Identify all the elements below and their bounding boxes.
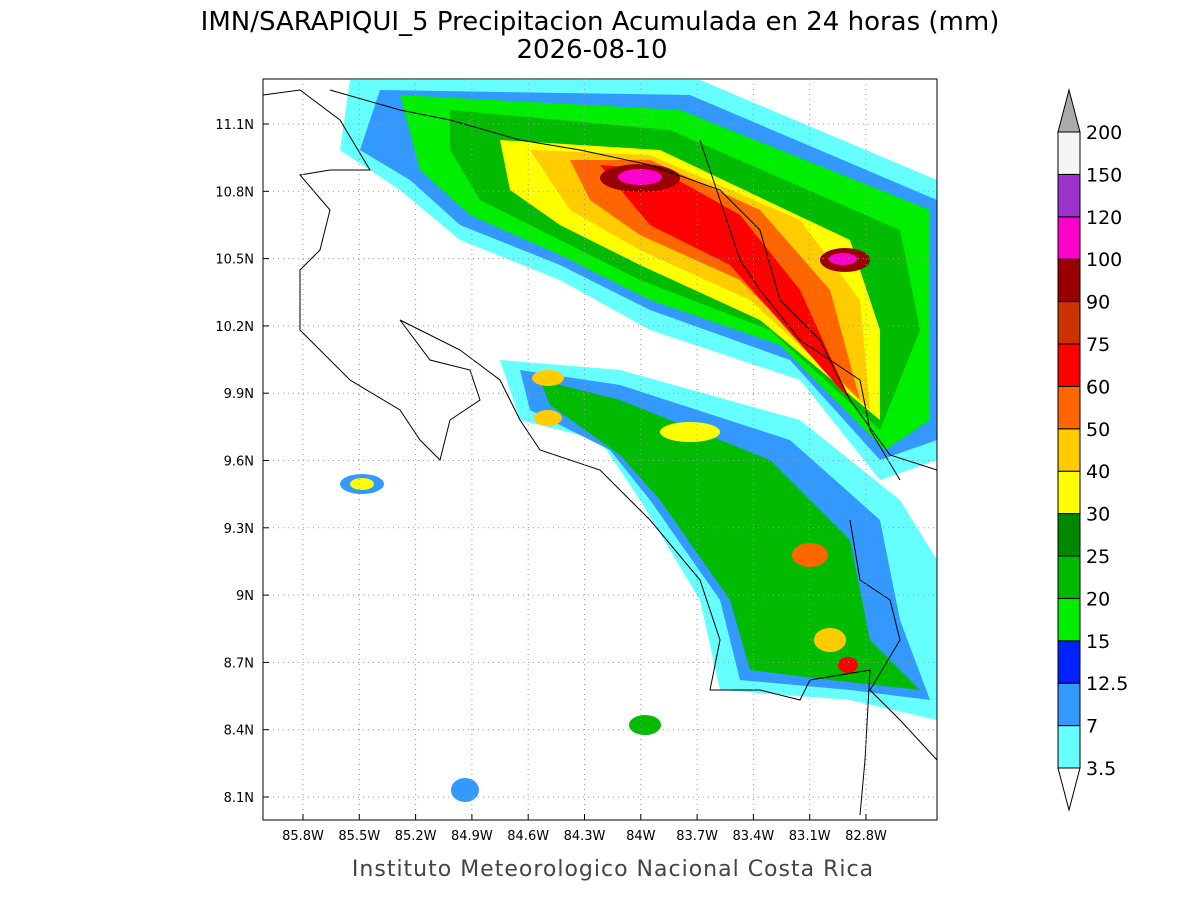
y-tick-label: 9.6N xyxy=(224,455,254,470)
colorbar-label: 50 xyxy=(1086,419,1110,441)
colorbar-label: 7 xyxy=(1086,716,1098,738)
x-tick-label: 83.1W xyxy=(789,829,831,844)
y-tick-label: 9.9N xyxy=(224,387,254,402)
x-tick-label: 85.8W xyxy=(282,829,324,844)
colorbar-band xyxy=(1057,216,1081,260)
y-tick-label: 10.2N xyxy=(215,320,254,335)
colorbar-label: 150 xyxy=(1086,164,1122,186)
colorbar-label: 40 xyxy=(1086,461,1110,483)
x-tick-label: 83.4W xyxy=(732,829,774,844)
footer: Instituto Meteorologico Nacional Costa R… xyxy=(352,857,874,882)
y-tick-label: 10.8N xyxy=(215,185,254,200)
x-tick-label: 85.5W xyxy=(338,829,380,844)
colorbar-label: 15 xyxy=(1086,631,1110,653)
colorbar: 3.5 7 12.5 15 20 25 30 40 50 60 75 90 100 120 150 200 xyxy=(1057,88,1128,812)
colorbar-under xyxy=(1057,767,1081,812)
x-tick-label: 84.6W xyxy=(507,829,549,844)
date: 2026-08-10 xyxy=(516,35,667,65)
colorbar-band xyxy=(1057,682,1081,727)
colorbar-label: 25 xyxy=(1086,546,1110,568)
colorbar-band xyxy=(1057,258,1081,303)
axis-labels: 85.8W 85.5W 85.2W 84.9W 84.6W 84.3W 84W 83.7W 83… xyxy=(215,118,887,844)
colorbar-band xyxy=(1057,343,1081,387)
colorbar-band xyxy=(1057,725,1081,769)
graticule xyxy=(263,79,937,820)
y-tick-label: 9N xyxy=(236,589,254,604)
y-tick-label: 8.1N xyxy=(224,791,254,806)
y-tick-label: 11.1N xyxy=(215,118,254,133)
colorbar-band xyxy=(1057,385,1081,430)
y-tick-label: 8.4N xyxy=(224,724,254,739)
coastlines xyxy=(263,89,937,816)
x-tick-label: 84.3W xyxy=(564,829,606,844)
colorbar-band xyxy=(1057,173,1081,218)
x-tick-label: 84W xyxy=(626,829,656,844)
colorbar-label: 12.5 xyxy=(1086,673,1128,695)
colorbar-band xyxy=(1057,428,1081,472)
colorbar-band xyxy=(1057,301,1081,345)
colorbar-label: 20 xyxy=(1086,588,1110,610)
colorbar-band xyxy=(1057,131,1081,175)
colorbar-label: 75 xyxy=(1086,334,1110,356)
colorbar-band xyxy=(1057,597,1081,642)
colorbar-label: 90 xyxy=(1086,292,1110,314)
y-tick-label: 10.5N xyxy=(215,253,254,268)
x-tick-label: 84.9W xyxy=(451,829,493,844)
colorbar-label: 100 xyxy=(1086,249,1122,271)
colorbar-label: 200 xyxy=(1086,122,1122,144)
colorbar-over xyxy=(1057,88,1081,133)
colorbar-label: 30 xyxy=(1086,504,1110,526)
precipitation-field xyxy=(340,80,937,802)
x-tick-label: 82.8W xyxy=(845,829,887,844)
colorbar-label: 120 xyxy=(1086,207,1122,229)
x-tick-label: 85.2W xyxy=(395,829,437,844)
y-tick-label: 9.3N xyxy=(224,522,254,537)
colorbar-label: 60 xyxy=(1086,376,1110,398)
x-tick-label: 83.7W xyxy=(676,829,718,844)
colorbar-band xyxy=(1057,555,1081,599)
title: IMN/SARAPIQUI_5 Precipitacion Acumulada … xyxy=(201,7,1000,37)
y-tick-label: 8.7N xyxy=(224,656,254,671)
colorbar-band xyxy=(1057,640,1081,684)
colorbar-label: 3.5 xyxy=(1086,758,1116,780)
colorbar-band xyxy=(1057,513,1081,557)
colorbar-band xyxy=(1057,470,1081,515)
map-frame xyxy=(262,78,938,821)
